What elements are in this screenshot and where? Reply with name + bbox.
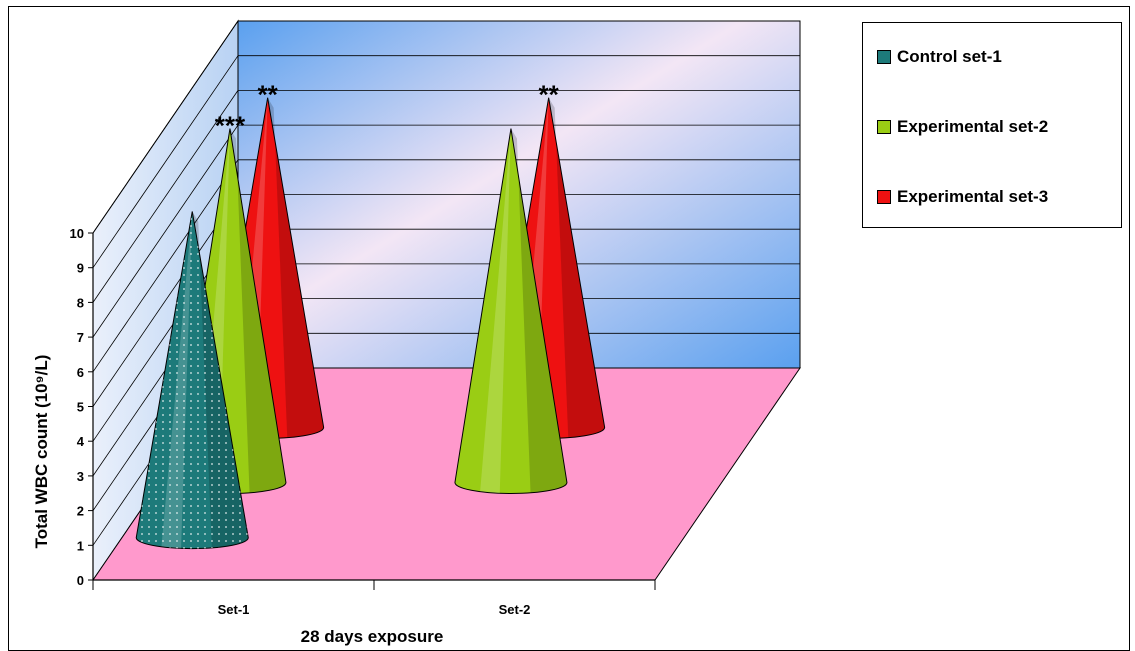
x-tick-label: Set-2 (499, 602, 531, 617)
x-tick-label: Set-1 (218, 602, 250, 617)
legend-swatch-control (877, 50, 891, 64)
chart-legend: Control set-1 Experimental set-2 Experim… (862, 22, 1122, 228)
legend-label-control: Control set-1 (897, 47, 1002, 66)
cone-1-1 (454, 128, 568, 494)
cone-highlight (480, 128, 511, 494)
legend-label-experimental-3: Experimental set-3 (897, 187, 1049, 206)
legend-item-experimental-set-3: Experimental set-3 (877, 187, 1048, 207)
cone-shade (267, 97, 324, 438)
legend-item-control-set-1: Control set-1 (877, 47, 1002, 67)
y-tick-label: 4 (77, 434, 85, 449)
chart-axes: 0 1 2 3 4 5 6 7 8 9 10 (70, 226, 656, 590)
y-tick-label: 10 (70, 226, 84, 241)
legend-swatch-experimental-3 (877, 190, 891, 204)
y-tick-label: 6 (77, 365, 84, 380)
y-tick-label: 9 (77, 261, 84, 276)
side-gridline (92, 90, 239, 303)
legend-label-experimental-2: Experimental set-2 (897, 117, 1049, 136)
cone-shade (510, 128, 567, 493)
y-tick-label: 8 (77, 295, 84, 310)
cone-shade (548, 97, 605, 438)
y-tick-label: 7 (77, 330, 84, 345)
cone-dot-pattern (136, 211, 249, 549)
significance-label: ** (258, 80, 279, 110)
side-gridline (92, 124, 239, 338)
y-axis-title: Total WBC count (10⁹/L) (32, 355, 51, 549)
chart-labels: Set-1 Set-2 28 days exposure Total WBC coun… (32, 80, 560, 646)
cone-body (454, 128, 568, 494)
side-gridline (92, 159, 239, 373)
cone-shade (229, 128, 286, 493)
y-tick-label: 2 (77, 504, 84, 519)
cone-0-0 (135, 211, 249, 550)
y-tick-label: 3 (77, 469, 84, 484)
significance-label: *** (215, 111, 246, 141)
side-gridline (92, 55, 239, 268)
x-axis-title: 28 days exposure (301, 627, 444, 646)
legend-item-experimental-set-2: Experimental set-2 (877, 117, 1048, 137)
y-tick-label: 1 (77, 538, 84, 553)
chart-cones (135, 97, 606, 550)
side-gridline (92, 20, 239, 234)
significance-label: ** (539, 80, 560, 110)
legend-swatch-experimental-2 (877, 120, 891, 134)
y-tick-label: 5 (77, 400, 84, 415)
y-tick-label: 0 (77, 573, 84, 588)
